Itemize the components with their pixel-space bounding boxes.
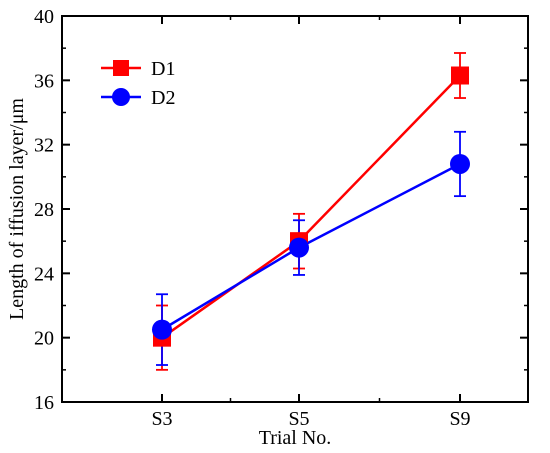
data-point-circle [450, 153, 470, 174]
y-axis-ticks: 16 20 24 28 32 36 40 [34, 6, 528, 414]
legend-marker-circle [112, 88, 130, 106]
data-point-square [451, 66, 469, 85]
legend-label: D2 [151, 87, 175, 109]
markers-D2 [152, 153, 470, 340]
y-tick-label: 36 [34, 70, 54, 92]
x-axis-title: Trial No. [259, 427, 332, 449]
data-point-circle [152, 319, 172, 340]
legend-item: D1 [101, 58, 175, 80]
legend-marker-square [113, 60, 129, 76]
x-tick-label: S5 [288, 408, 309, 430]
x-tick-label: S9 [449, 408, 470, 430]
y-tick-label: 16 [34, 392, 54, 414]
x-axis-ticks: S3 S5 S9 [151, 16, 471, 430]
y-tick-label: 32 [34, 135, 54, 157]
y-tick-label: 40 [34, 6, 54, 28]
x-tick-label: S3 [151, 408, 172, 430]
data-point-circle [289, 237, 309, 258]
series-D1 [156, 52, 466, 371]
series-D2 [156, 130, 466, 366]
legend-label: D1 [151, 58, 175, 80]
y-axis-title: Length of iffusion layer/μm [6, 98, 28, 320]
plot-layer [152, 52, 470, 371]
markers-D1 [153, 66, 469, 347]
y-tick-label: 28 [34, 199, 54, 221]
y-tick-label: 24 [34, 263, 54, 285]
series-line [161, 74, 461, 339]
legend-item: D2 [101, 87, 175, 109]
y-tick-label: 20 [34, 328, 54, 350]
